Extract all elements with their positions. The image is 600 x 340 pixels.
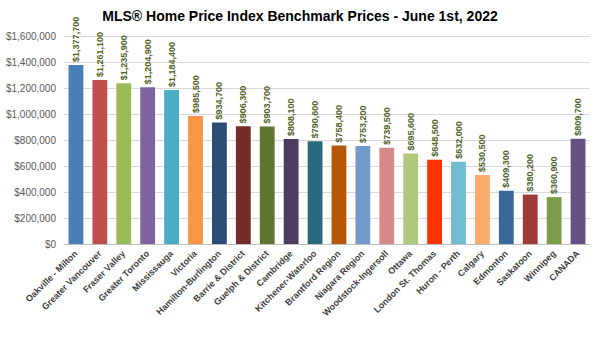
svg-text:$380,200: $380,200 [525,154,535,192]
svg-text:CANADA: CANADA [547,248,582,283]
svg-text:Barrie & District: Barrie & District [191,248,247,304]
svg-text:$1,204,900: $1,204,900 [143,39,153,84]
svg-text:$753,200: $753,200 [358,106,368,144]
svg-text:Cambridge: Cambridge [254,248,295,289]
svg-text:Victoria: Victoria [168,248,199,279]
svg-text:Huron - Perth: Huron - Perth [414,248,462,297]
svg-text:Greater Toronto: Greater Toronto [96,248,152,304]
svg-text:$1,400,000: $1,400,000 [6,57,56,68]
svg-text:Oakville - Milton: Oakville - Milton [23,248,80,305]
svg-text:$1,600,000: $1,600,000 [6,31,56,42]
svg-text:$600,000: $600,000 [14,161,56,172]
svg-text:London St. Thomas: London St. Thomas [371,248,439,315]
svg-text:Guelph & District: Guelph & District [211,248,271,308]
svg-text:Calgary: Calgary [455,248,486,279]
svg-text:Greater Vancouver: Greater Vancouver [39,248,104,312]
svg-text:Kitchener-Waterloo: Kitchener-Waterloo [253,248,319,314]
svg-text:$800,000: $800,000 [14,135,56,146]
svg-text:$934,700: $934,700 [214,82,224,120]
svg-text:Saskatoon: Saskatoon [494,248,534,288]
svg-text:$0: $0 [45,239,57,250]
svg-text:$906,300: $906,300 [238,86,248,124]
svg-text:Winnipeg: Winnipeg [522,248,558,285]
svg-text:$648,500: $648,500 [430,119,440,157]
svg-text:$200,000: $200,000 [14,213,56,224]
svg-text:$400,000: $400,000 [14,187,56,198]
svg-text:$1,261,100: $1,261,100 [95,32,105,77]
svg-text:Fraser Valley: Fraser Valley [81,248,128,295]
svg-text:$1,377,700: $1,377,700 [71,17,81,62]
svg-text:$903,700: $903,700 [262,86,272,124]
svg-text:Edmonton: Edmonton [471,248,510,287]
svg-text:$1,000,000: $1,000,000 [6,109,56,120]
svg-text:Hamilton-Burlington: Hamilton-Burlington [154,248,223,317]
svg-text:$695,600: $695,600 [406,113,416,151]
svg-text:$632,000: $632,000 [454,121,464,159]
svg-text:Ottawa: Ottawa [386,248,415,277]
svg-text:$360,900: $360,900 [549,157,559,195]
svg-text:$1,200,000: $1,200,000 [6,83,56,94]
svg-text:$1,184,400: $1,184,400 [167,42,177,87]
svg-text:$808,100: $808,100 [286,98,296,136]
svg-text:$758,400: $758,400 [334,105,344,143]
svg-text:Woodstock-Ingersoll: Woodstock-Ingersoll [320,248,391,319]
svg-text:$790,600: $790,600 [310,101,320,139]
svg-text:Brantford Region: Brantford Region [283,248,343,308]
svg-text:Niagara Region: Niagara Region [312,248,367,303]
svg-text:Mississauga: Mississauga [130,248,176,294]
svg-text:$409,300: $409,300 [501,150,511,188]
svg-text:MLS® Home Price Index Benchmar: MLS® Home Price Index Benchmark Prices -… [102,8,498,24]
svg-text:$1,235,900: $1,235,900 [119,35,129,80]
svg-text:$985,500: $985,500 [191,75,201,113]
svg-text:$530,500: $530,500 [477,134,487,172]
svg-text:$739,500: $739,500 [382,107,392,145]
svg-text:$809,700: $809,700 [573,98,583,136]
